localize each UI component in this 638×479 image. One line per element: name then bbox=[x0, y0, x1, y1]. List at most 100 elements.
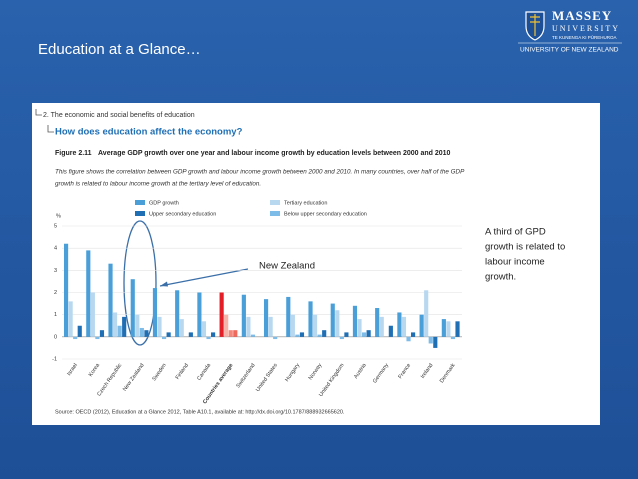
bar bbox=[419, 314, 424, 337]
annotation-arrowhead bbox=[160, 281, 168, 287]
bar bbox=[99, 330, 105, 337]
bar bbox=[241, 294, 246, 337]
highlight-ellipse bbox=[123, 220, 157, 346]
bar bbox=[135, 314, 140, 337]
bar bbox=[246, 316, 251, 337]
bar bbox=[211, 332, 216, 337]
bar bbox=[157, 316, 162, 337]
bar bbox=[401, 316, 407, 337]
y-tick-label: 5 bbox=[54, 223, 57, 229]
y-tick-label: 4 bbox=[54, 246, 57, 252]
legend-swatch bbox=[135, 200, 145, 205]
bar bbox=[250, 334, 256, 337]
bar bbox=[290, 314, 295, 337]
bar bbox=[299, 332, 305, 337]
bar bbox=[188, 332, 193, 337]
bar bbox=[264, 299, 269, 337]
y-tick-label: 3 bbox=[54, 268, 57, 274]
bar bbox=[388, 325, 393, 337]
note-line: growth is related to bbox=[485, 242, 565, 253]
question: How does education affect the economy? bbox=[55, 127, 243, 138]
bar bbox=[379, 316, 384, 337]
bar bbox=[224, 314, 229, 337]
bar bbox=[330, 303, 335, 337]
bar bbox=[428, 336, 433, 344]
source: Source: OECD (2012), Education at a Glan… bbox=[55, 409, 345, 415]
y-tick-label: 2 bbox=[54, 290, 57, 296]
bar bbox=[179, 319, 184, 337]
legend-swatch bbox=[270, 200, 280, 205]
bar bbox=[90, 292, 95, 337]
bar bbox=[397, 312, 402, 337]
bar bbox=[117, 325, 122, 337]
breadcrumb-arrows bbox=[35, 109, 54, 133]
bar bbox=[152, 288, 158, 337]
bar bbox=[339, 336, 344, 340]
bar bbox=[357, 319, 362, 337]
annotation-box bbox=[248, 259, 326, 273]
bar bbox=[295, 334, 300, 337]
bar bbox=[139, 327, 144, 337]
bar bbox=[95, 336, 100, 340]
bar bbox=[108, 263, 113, 337]
bar bbox=[175, 290, 180, 337]
breadcrumb: 2. The economic and social benefits of e… bbox=[43, 112, 195, 119]
note-line: growth. bbox=[485, 272, 516, 283]
bar bbox=[201, 321, 207, 337]
legend-swatch bbox=[270, 211, 280, 216]
bar bbox=[122, 316, 127, 337]
bar bbox=[411, 332, 416, 337]
y-axis-label: % bbox=[56, 213, 61, 219]
annotation-arrow bbox=[159, 268, 249, 287]
bar bbox=[206, 336, 211, 340]
bar bbox=[64, 243, 69, 337]
bar bbox=[441, 319, 446, 337]
legend-label: GDP growth bbox=[149, 200, 179, 206]
description-line: This figure shows the correlation betwee… bbox=[55, 169, 465, 176]
bar bbox=[162, 336, 167, 340]
bar bbox=[130, 279, 135, 337]
y-tick-label: 0 bbox=[54, 334, 57, 340]
logo-name: MASSEY bbox=[552, 8, 612, 23]
bar bbox=[344, 332, 349, 337]
figure-number: Figure 2.11 bbox=[55, 150, 92, 157]
logo-crest-detail bbox=[530, 14, 540, 36]
bar bbox=[68, 301, 73, 337]
bar bbox=[313, 314, 318, 337]
y-tick-label: 1 bbox=[54, 312, 57, 318]
bar bbox=[228, 330, 233, 337]
y-tick-label: -1 bbox=[52, 356, 57, 362]
bar bbox=[219, 292, 224, 337]
bar bbox=[166, 332, 171, 337]
legend-label: Tertiary education bbox=[284, 200, 327, 206]
bar bbox=[268, 316, 273, 337]
bar bbox=[433, 336, 438, 348]
bar bbox=[362, 332, 367, 337]
logo-motto: TE KUNENGA KI PŪREHUROA bbox=[552, 34, 617, 40]
bar bbox=[424, 290, 429, 337]
annotation: New Zealand bbox=[259, 261, 315, 272]
bar bbox=[446, 321, 451, 337]
bar bbox=[113, 312, 118, 337]
bar bbox=[197, 292, 202, 337]
bar bbox=[335, 310, 340, 337]
bar bbox=[406, 336, 411, 342]
note-line: A third of GPD bbox=[485, 227, 546, 238]
bar bbox=[317, 334, 322, 337]
slide-title: Education at a Glance… bbox=[38, 41, 201, 58]
bar bbox=[308, 301, 313, 337]
bar bbox=[352, 305, 358, 337]
logo-tagline: UNIVERSITY OF NEW ZEALAND bbox=[520, 47, 619, 54]
bar bbox=[455, 321, 460, 337]
bar bbox=[286, 296, 291, 337]
figure-title: Average GDP growth over one year and lab… bbox=[98, 150, 451, 157]
bar bbox=[77, 325, 82, 337]
description-line: growth is related to labour income growt… bbox=[55, 181, 261, 188]
bar bbox=[86, 250, 91, 337]
bar bbox=[273, 336, 278, 340]
legend-swatch bbox=[135, 211, 145, 216]
bar bbox=[233, 330, 238, 337]
bar bbox=[73, 336, 78, 340]
bar bbox=[144, 330, 149, 337]
